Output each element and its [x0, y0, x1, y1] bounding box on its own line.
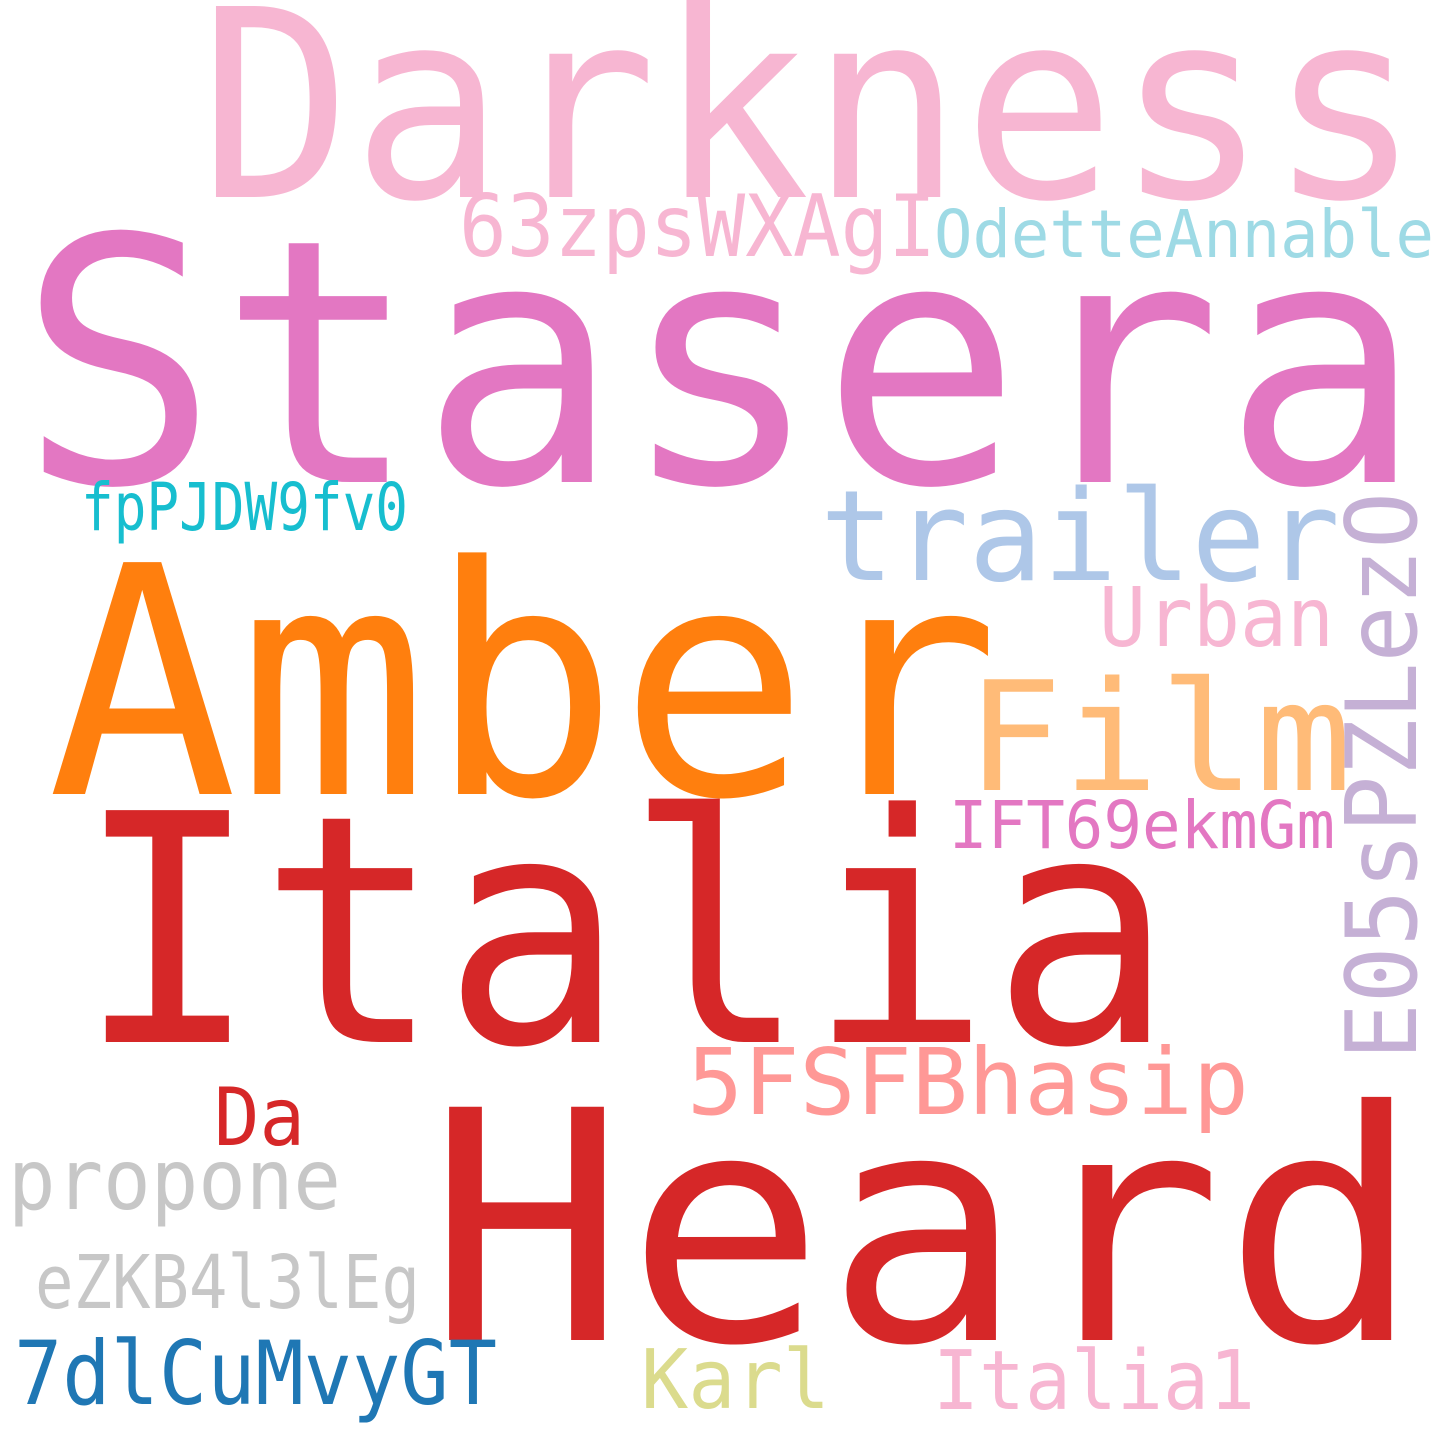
word-italia1: Italia1	[933, 1334, 1255, 1429]
word-film: Film	[966, 649, 1352, 826]
word-63zpswxagi: 63zpsWXAgI	[459, 177, 936, 277]
word-italia: Italia	[76, 747, 1174, 1117]
word-odetteannable: OdetteAnnable	[934, 196, 1434, 273]
word-karl: Karl	[641, 1333, 830, 1428]
word-7dlcumvygt: 7dlCuMvyGT	[14, 1322, 497, 1425]
word-fppjdw9fv0: fpPJDW9fv0	[81, 469, 408, 546]
word-propone: propone	[8, 1131, 341, 1229]
word-heard: Heard	[427, 1044, 1422, 1416]
word-amber: Amber	[47, 499, 1000, 869]
word-e05spzlezo: E05sPZLezO	[1326, 492, 1440, 1060]
word-stasera: Stasera	[18, 167, 1423, 563]
word-ezkb4l3leg: eZKB4l3lEg	[35, 1240, 420, 1326]
word-da: Da	[214, 1071, 305, 1164]
word-ift69ekmgm: IFT69ekmGm	[949, 787, 1335, 864]
word-urban: Urban	[1099, 571, 1334, 666]
word-5fsfbhasip: 5FSFBhasip	[687, 1029, 1249, 1136]
word-trailer: trailer	[820, 463, 1340, 610]
word-darkness: Darkness	[199, 0, 1421, 259]
